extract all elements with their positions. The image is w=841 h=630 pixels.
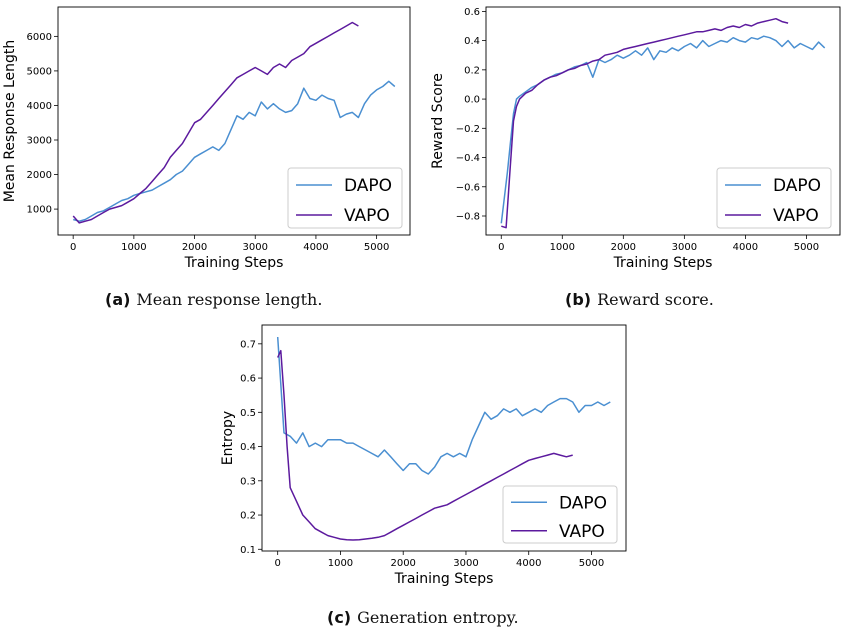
x-tick-label: 1000 bbox=[550, 242, 575, 253]
y-tick-label: 0.2 bbox=[240, 511, 256, 522]
x-tick-label: 4000 bbox=[516, 558, 541, 569]
x-tick-label: 5000 bbox=[794, 242, 819, 253]
x-tick-label: 4000 bbox=[733, 242, 758, 253]
x-tick-label: 0 bbox=[498, 242, 504, 253]
y-tick-label: 4000 bbox=[27, 101, 52, 112]
x-tick-label: 1000 bbox=[328, 558, 353, 569]
x-tick-label: 5000 bbox=[579, 558, 604, 569]
legend-box bbox=[287, 167, 403, 229]
y-tick-label: 1000 bbox=[27, 205, 52, 216]
y-tick-label: 0.5 bbox=[240, 408, 256, 419]
y-tick-label: 5000 bbox=[27, 66, 52, 77]
y-tick-label: 6000 bbox=[27, 32, 52, 43]
y-tick-label: 0.1 bbox=[240, 545, 256, 556]
x-tick-label: 2000 bbox=[182, 242, 207, 253]
x-tick-label: 3000 bbox=[672, 242, 697, 253]
x-axis-label: Training Steps bbox=[184, 255, 284, 271]
y-tick-label: 2000 bbox=[27, 170, 52, 181]
caption-a-label: (a) bbox=[105, 290, 131, 309]
caption-c-label: (c) bbox=[327, 608, 352, 627]
x-tick-label: 4000 bbox=[303, 242, 328, 253]
caption-c: (c) Generation entropy. bbox=[327, 608, 519, 627]
x-tick-label: 0 bbox=[275, 558, 281, 569]
axes-frame-b bbox=[485, 6, 841, 236]
y-tick-label: −0.4 bbox=[456, 153, 480, 164]
caption-a: (a) Mean response length. bbox=[105, 290, 322, 309]
chart-mean-response-length: 0 1000 2000 3000 4000 5000 1000 2000 3000 4000 500… bbox=[2, 6, 411, 271]
x-tick-label: 5000 bbox=[364, 242, 389, 253]
series-line-vapo-b bbox=[501, 17, 789, 229]
y-tick-label: 0.6 bbox=[240, 374, 256, 385]
caption-a-text: Mean response length. bbox=[136, 290, 323, 309]
x-axis-label: Training Steps bbox=[613, 255, 713, 271]
caption-c-text: Generation entropy. bbox=[357, 608, 519, 627]
caption-b: (b) Reward score. bbox=[565, 290, 714, 309]
legend-label-vapo: VAPO bbox=[773, 206, 819, 226]
y-axis-label: Entropy bbox=[220, 411, 236, 465]
y-tick-label: 0.7 bbox=[240, 339, 256, 350]
x-tick-label: 2000 bbox=[611, 242, 636, 253]
legend-label-dapo: DAPO bbox=[344, 176, 392, 196]
axes-frame-a bbox=[57, 6, 411, 236]
legend-label-dapo: DAPO bbox=[773, 176, 821, 196]
legend-box bbox=[716, 167, 832, 229]
y-tick-label: 0.3 bbox=[240, 476, 256, 487]
y-tick-label: −0.6 bbox=[456, 182, 480, 193]
legend-label-vapo: VAPO bbox=[344, 206, 390, 226]
y-tick-label: 0.6 bbox=[464, 7, 480, 18]
y-tick-label: 3000 bbox=[27, 136, 52, 147]
legend-label-dapo: DAPO bbox=[559, 493, 607, 513]
y-axis-label: Mean Response Length bbox=[2, 40, 18, 203]
legend-label-vapo: VAPO bbox=[559, 522, 605, 542]
caption-b-text: Reward score. bbox=[597, 290, 714, 309]
series-line-dapo-c bbox=[276, 336, 611, 475]
series-line-vapo-a bbox=[72, 21, 359, 224]
x-tick-label: 3000 bbox=[243, 242, 268, 253]
x-tick-label: 2000 bbox=[390, 558, 415, 569]
chart-generation-entropy: 0 1000 2000 3000 4000 5000 0.1 0.2 0.3 0.4 0.5 0.6 0… bbox=[220, 324, 627, 587]
caption-b-label: (b) bbox=[565, 290, 592, 309]
x-axis-label: Training Steps bbox=[394, 571, 494, 587]
y-tick-label: 0.4 bbox=[464, 36, 480, 47]
x-tick-label: 1000 bbox=[121, 242, 146, 253]
y-tick-label: 0.2 bbox=[464, 65, 480, 76]
y-tick-label: −0.2 bbox=[456, 124, 480, 135]
chart-reward-score: 0 1000 2000 3000 4000 5000 −0.8 −0.6 −0.4 −0.2 0.0… bbox=[430, 6, 841, 271]
series-line-vapo-c bbox=[277, 349, 573, 541]
y-tick-label: −0.8 bbox=[456, 212, 480, 223]
y-tick-label: 0.0 bbox=[464, 95, 480, 106]
legend-box bbox=[502, 485, 618, 544]
axes-frame-c bbox=[261, 324, 627, 552]
x-tick-label: 3000 bbox=[453, 558, 478, 569]
y-axis-label: Reward Score bbox=[430, 73, 446, 169]
series-line-dapo-a bbox=[72, 80, 396, 222]
x-tick-label: 0 bbox=[70, 242, 76, 253]
y-tick-label: 0.4 bbox=[240, 442, 256, 453]
